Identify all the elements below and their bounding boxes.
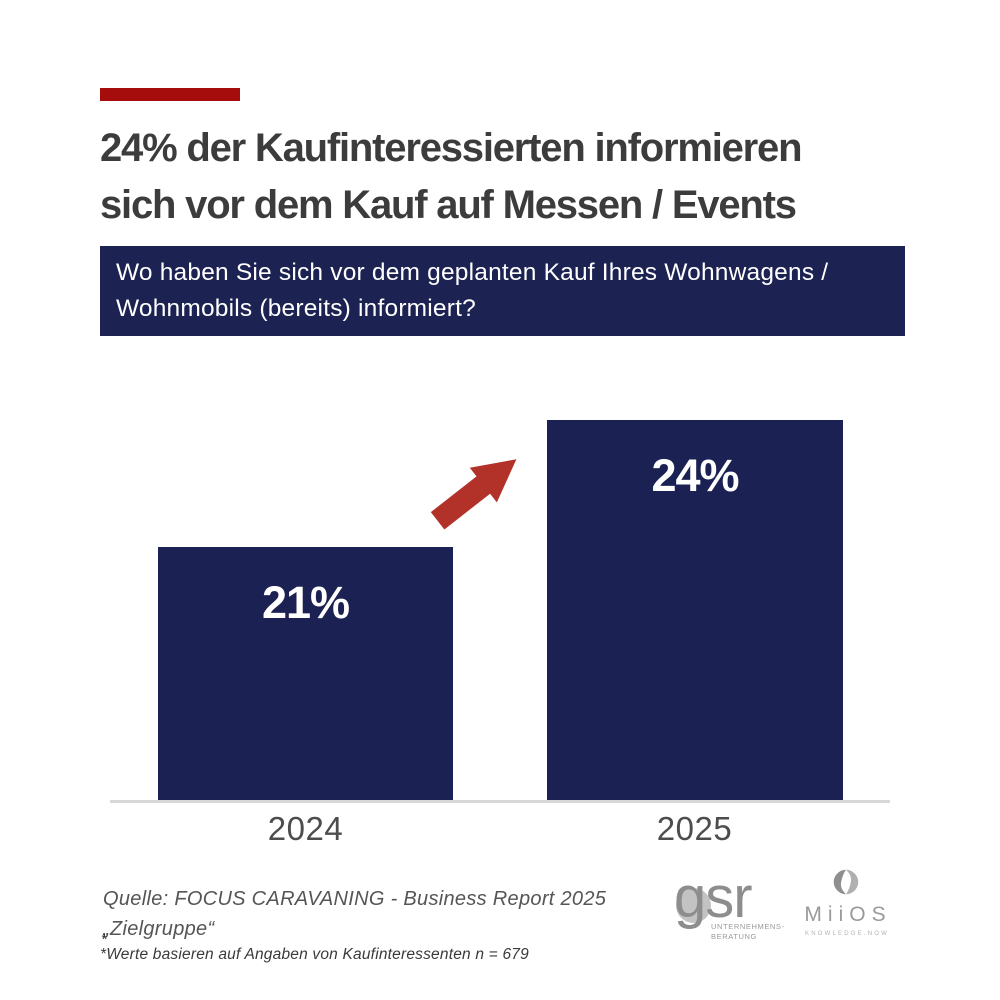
source-line1: Quelle: FOCUS CARAVANING - Business Repo… [103, 888, 607, 910]
bar-value-2024: 21% [261, 577, 350, 628]
bar-2025: 24% [547, 420, 843, 800]
bar-2024: 21% [158, 547, 453, 800]
gsr-logo-text: gsr [674, 865, 753, 930]
source-line2: „Zielgruppe“ [103, 918, 215, 940]
miios-swirl-icon [833, 869, 859, 895]
bar-value-2025: 24% [651, 450, 739, 501]
x-axis-label-2024: 2024 [267, 810, 344, 847]
page-title-line1: 24% der Kaufinteressierten informieren [100, 126, 803, 170]
accent-bar [100, 88, 240, 101]
x-axis-label-2025: 2025 [656, 810, 733, 847]
footnote-text: *Werte basieren auf Angaben von Kaufinte… [100, 946, 529, 963]
gsr-logo-subtext: UNTERNEHMENS- BERATUNG [711, 922, 785, 942]
page-title: 24% der Kaufinteressierten informieren si… [100, 120, 920, 234]
increase-arrow-icon [430, 459, 517, 530]
miios-logo: MiiOS KNOWLEDGE.NOW [796, 868, 896, 940]
gsr-logo-circle [676, 888, 711, 923]
source-text: Quelle: FOCUS CARAVANING - Business Repo… [103, 884, 606, 944]
gsr-subtext-line1: UNTERNEHMENS- [711, 922, 785, 931]
x-axis-line [110, 800, 890, 803]
gsr-subtext-line2: BERATUNG [711, 932, 757, 942]
miios-logo-text: MiiOS [804, 903, 892, 926]
page-title-line2: sich vor dem Kauf auf Messen / Events [100, 182, 797, 227]
gsr-logo: gsr UNTERNEHMENS- BERATUNG [674, 866, 785, 946]
footnote-asterisk: * [101, 931, 107, 948]
question-banner: Wo haben Sie sich vor dem geplanten Kauf… [100, 246, 905, 337]
miios-logo-subtext: KNOWLEDGE.NOW [805, 931, 889, 937]
